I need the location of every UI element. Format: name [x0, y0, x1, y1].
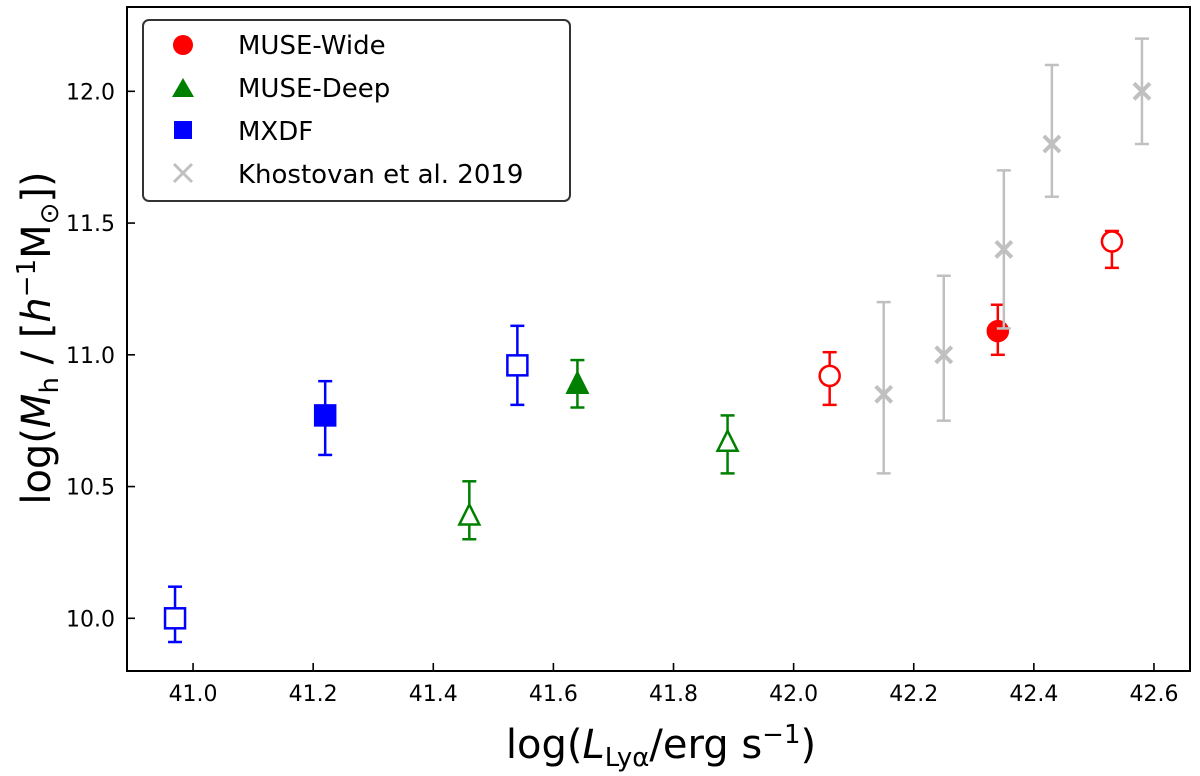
y-tick-label: 12.0: [66, 80, 115, 105]
legend-triangle-marker: [172, 78, 194, 97]
y-tick-label: 11.5: [66, 212, 115, 237]
data-point: [1100, 230, 1124, 253]
legend-x-marker: [172, 162, 194, 184]
plot-frame: [126, 6, 1191, 672]
legend-label-mxdf: MXDF: [238, 117, 313, 147]
x-axis-label: log(LLyα/erg s−1): [506, 720, 816, 773]
y-tick-label: 11.0: [66, 344, 115, 369]
legend-box: [142, 19, 571, 202]
data-point: [565, 369, 590, 395]
legend-circle-marker: [173, 35, 193, 55]
x-tick-label: 41.2: [289, 682, 338, 707]
legend-label-khostovan: Khostovan et al. 2019: [238, 160, 523, 190]
x-tick-label: 41.8: [649, 682, 698, 707]
data-point: [1042, 134, 1062, 154]
x-tick-label: 41.0: [169, 682, 218, 707]
y-tick-label: 10.0: [66, 607, 115, 632]
x-tick-label: 41.4: [409, 682, 458, 707]
legend-item-mxdf: MXDF: [174, 117, 313, 147]
data-point: [1132, 81, 1152, 101]
legend-item-muse-wide: MUSE-Wide: [173, 31, 386, 61]
data-point: [874, 384, 894, 404]
data-point: [934, 345, 954, 365]
data-point: [818, 364, 841, 388]
data-point: [994, 239, 1014, 259]
data-point: [506, 354, 529, 377]
series-khostovan-et-al-2019: [874, 37, 1152, 475]
plot-layer: [163, 37, 1152, 644]
series-muse-deep: [457, 358, 740, 541]
y-axis-label: log(Mh / [h−1M⊙]): [12, 171, 65, 504]
x-tick-label: 41.6: [529, 682, 578, 707]
x-tick-label: 42.0: [769, 682, 818, 707]
error-bar: [876, 300, 891, 475]
legend-label-muse-deep: MUSE-Deep: [238, 74, 390, 104]
legend-label-muse-wide: MUSE-Wide: [238, 31, 386, 61]
x-tick-label: 42.2: [889, 682, 938, 707]
legend-item-khostovan: Khostovan et al. 2019: [172, 160, 523, 190]
data-point: [457, 501, 482, 526]
x-tick-label: 42.4: [1009, 682, 1058, 707]
series-mxdf: [163, 324, 529, 644]
axis-ticks: 41.0 41.2 41.4 41.6 41.8 42.0 42.2 42.4 42.6 10.0…: [66, 80, 1178, 707]
error-bar: [1044, 63, 1059, 198]
error-bar: [936, 274, 951, 422]
data-point: [715, 427, 740, 453]
legend: MUSE-Wide MUSE-Deep MXDF Khostovan et al…: [142, 19, 571, 202]
series-muse-wide: [818, 229, 1124, 407]
y-tick-label: 10.5: [66, 476, 115, 501]
legend-square-marker: [174, 121, 192, 139]
x-tick-label: 42.6: [1129, 682, 1178, 707]
data-point: [163, 607, 187, 630]
data-point: [313, 404, 337, 427]
legend-item-muse-deep: MUSE-Deep: [172, 74, 390, 104]
